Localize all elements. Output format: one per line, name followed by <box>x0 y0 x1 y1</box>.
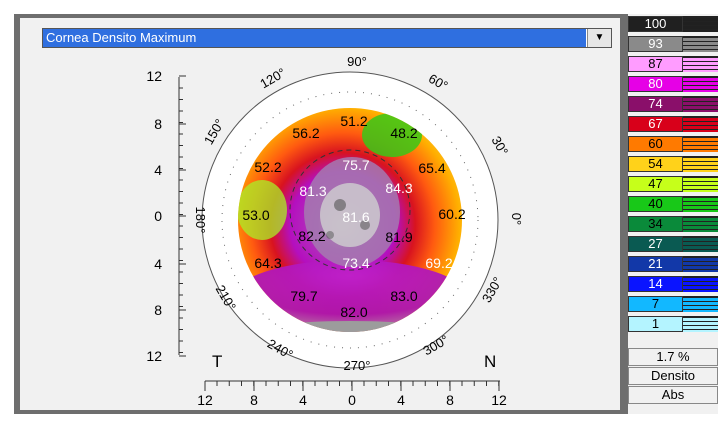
map-value: 81.6 <box>342 209 369 225</box>
legend-tick-band <box>683 256 718 272</box>
y-axis <box>178 75 186 357</box>
y-tick-label: 8 <box>154 302 162 318</box>
chevron-down-icon[interactable]: ▼ <box>587 29 611 47</box>
legend-swatch: 74 <box>628 96 683 112</box>
nasal-label: N <box>484 352 496 371</box>
legend-swatch: 80 <box>628 76 683 92</box>
y-tick-label: 0 <box>154 208 162 224</box>
x-axis <box>204 380 500 391</box>
x-tick-label: 4 <box>299 392 307 408</box>
map-value: 75.7 <box>342 157 369 173</box>
legend-tick-band <box>683 236 718 252</box>
map-value: 81.9 <box>385 229 412 245</box>
temporal-label: T <box>212 352 222 371</box>
legend-swatch: 14 <box>628 276 683 292</box>
y-tick-label: 12 <box>146 348 162 364</box>
x-tick-label: 12 <box>491 392 507 408</box>
map-value: 82.0 <box>340 304 367 320</box>
legend-swatch: 87 <box>628 56 683 72</box>
y-tick-label: 4 <box>154 162 162 178</box>
angle-label: 90° <box>347 54 367 69</box>
legend-tick-band <box>683 176 718 192</box>
legend-swatch: 40 <box>628 196 683 212</box>
legend-tick-band <box>683 16 718 32</box>
x-tick-label: 12 <box>197 392 213 408</box>
map-value: 79.7 <box>290 288 317 304</box>
x-tick-label: 8 <box>446 392 454 408</box>
legend-tick-band <box>683 76 718 92</box>
map-type-dropdown[interactable]: Cornea Densito Maximum ▼ <box>42 28 612 48</box>
angle-label: 0° <box>509 213 524 225</box>
legend-tick-band <box>683 96 718 112</box>
legend-tick-band <box>683 116 718 132</box>
legend-swatch: 100 <box>628 16 683 32</box>
legend-tick-band <box>683 136 718 152</box>
color-scale-legend: 100 93 87 80 74 67 60 54 47 40 34 27 21 14 7 1 1.7 % De… <box>628 14 718 414</box>
y-tick-label: 8 <box>154 116 162 132</box>
legend-mode[interactable]: Densito <box>628 367 718 385</box>
y-tick-label: 4 <box>154 256 162 272</box>
legend-tick-band <box>683 276 718 292</box>
map-value: 48.2 <box>390 125 417 141</box>
x-tick-label: 8 <box>250 392 258 408</box>
angle-label: 30° <box>488 133 511 158</box>
legend-tick-band <box>683 56 718 72</box>
color-density-map <box>238 108 462 332</box>
x-tick-label: 0 <box>348 392 356 408</box>
legend-swatch: 34 <box>628 216 683 232</box>
map-value: 60.2 <box>438 206 465 222</box>
legend-swatch: 1 <box>628 316 683 332</box>
legend-reference[interactable]: Abs <box>628 386 718 404</box>
legend-swatch: 7 <box>628 296 683 312</box>
map-value: 81.3 <box>299 183 326 199</box>
map-value: 51.2 <box>340 113 367 129</box>
map-value: 56.2 <box>292 125 319 141</box>
map-value: 84.3 <box>385 180 412 196</box>
legend-swatch: 60 <box>628 136 683 152</box>
legend-tick-band <box>683 296 718 312</box>
legend-swatch: 47 <box>628 176 683 192</box>
legend-tick-band <box>683 156 718 172</box>
angle-label: 270° <box>344 358 371 373</box>
map-value: 53.0 <box>242 207 269 223</box>
legend-swatch: 21 <box>628 256 683 272</box>
legend-tick-band <box>683 36 718 52</box>
y-tick-label: 12 <box>146 68 162 84</box>
map-value: 69.2 <box>425 255 452 271</box>
angle-label: 60° <box>426 71 451 94</box>
pupil-outline <box>289 149 411 271</box>
map-value: 83.0 <box>390 288 417 304</box>
map-value: 82.2 <box>298 228 325 244</box>
legend-swatch: 54 <box>628 156 683 172</box>
legend-step: 1.7 % <box>628 348 718 366</box>
legend-swatch: 93 <box>628 36 683 52</box>
angle-label: 180° <box>193 207 208 234</box>
legend-tick-band <box>683 196 718 212</box>
map-type-value[interactable]: Cornea Densito Maximum <box>43 29 586 47</box>
x-tick-label: 4 <box>397 392 405 408</box>
legend-tick-band <box>683 216 718 232</box>
map-value: 73.4 <box>342 255 369 271</box>
legend-swatch: 67 <box>628 116 683 132</box>
legend-swatch: 27 <box>628 236 683 252</box>
map-value: 52.2 <box>254 159 281 175</box>
map-value: 64.3 <box>254 255 281 271</box>
map-value: 65.4 <box>418 160 445 176</box>
legend-tick-band <box>683 316 718 332</box>
